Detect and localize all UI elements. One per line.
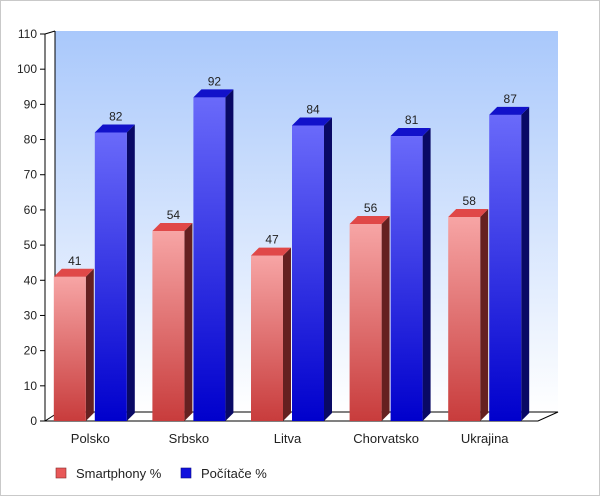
bar-side xyxy=(521,106,530,421)
bar-side xyxy=(324,117,332,422)
bar-top xyxy=(53,268,94,277)
y-tick-label: 0 xyxy=(30,414,37,428)
y-tick-label: 100 xyxy=(17,62,37,76)
bar-0-2 xyxy=(251,255,283,421)
bar-side xyxy=(283,247,291,421)
data-label: 47 xyxy=(265,233,279,247)
bar-side xyxy=(85,268,94,421)
data-label: 84 xyxy=(306,102,320,116)
bar-0-3 xyxy=(349,223,382,421)
bar-top xyxy=(251,247,291,256)
y-tick-label: 40 xyxy=(24,273,38,287)
bar-side xyxy=(225,89,234,421)
bar-top xyxy=(448,208,489,217)
y-tick-label: 110 xyxy=(18,27,37,41)
legend-entry: Smartphony % xyxy=(76,466,162,481)
y-tick-label: 90 xyxy=(24,97,38,111)
data-label: 92 xyxy=(208,74,222,88)
data-label: 54 xyxy=(167,208,181,222)
x-tick-label: Ukrajina xyxy=(461,431,509,446)
y-tick-label: 50 xyxy=(24,238,38,252)
bar-0-4 xyxy=(448,216,481,421)
axes: 0 10 20 30 40 50 60 70 80 90 100 110 xyxy=(17,27,56,428)
bar-side xyxy=(184,223,193,421)
bar-top xyxy=(193,89,234,98)
x-tick-label: Polsko xyxy=(71,431,110,446)
bar-top xyxy=(390,128,431,137)
x-tick-label: Chorvatsko xyxy=(353,431,419,446)
bar-0-0 xyxy=(53,276,86,421)
data-label: 82 xyxy=(109,110,123,124)
bar-top xyxy=(94,124,135,133)
y-tick-label: 10 xyxy=(24,379,38,393)
data-label: 41 xyxy=(68,254,82,268)
x-tick-label: Srbsko xyxy=(169,431,209,446)
bar-side xyxy=(126,124,135,421)
data-label: 56 xyxy=(364,201,378,215)
bar-1-1 xyxy=(193,97,226,421)
y-tick-label: 60 xyxy=(24,203,38,217)
x-tick-label: Litva xyxy=(274,431,302,446)
bar-1-4 xyxy=(489,114,522,421)
data-label: 81 xyxy=(405,113,419,127)
legend-swatch xyxy=(180,467,192,479)
bar-side xyxy=(381,215,390,421)
bar-side xyxy=(480,208,489,421)
y-tick-label: 20 xyxy=(24,344,38,358)
y-tick-label: 30 xyxy=(24,308,38,322)
bar-0-1 xyxy=(152,231,185,421)
legend-swatch xyxy=(55,467,67,479)
y-tick-label: 70 xyxy=(24,168,38,182)
bars xyxy=(53,89,530,422)
legend: Smartphony % Počítače % xyxy=(55,466,267,481)
bar-side xyxy=(422,128,431,421)
bar-top xyxy=(292,117,332,126)
data-label: 87 xyxy=(504,92,518,106)
labels: 41 82 Polsko 54 92 Srbsko 47 84 Litva 56 81 Chorvat… xyxy=(68,74,517,446)
bar-1-0 xyxy=(94,132,127,421)
legend-entry: Počítače % xyxy=(201,466,267,481)
bar-top xyxy=(152,223,193,232)
y-tick-label: 80 xyxy=(24,133,38,147)
bar-1-3 xyxy=(390,136,423,421)
y-axis-top xyxy=(44,30,56,35)
bar-top xyxy=(349,215,390,224)
bar-1-2 xyxy=(292,125,324,422)
data-label: 58 xyxy=(463,194,477,208)
bar-top xyxy=(489,106,530,115)
